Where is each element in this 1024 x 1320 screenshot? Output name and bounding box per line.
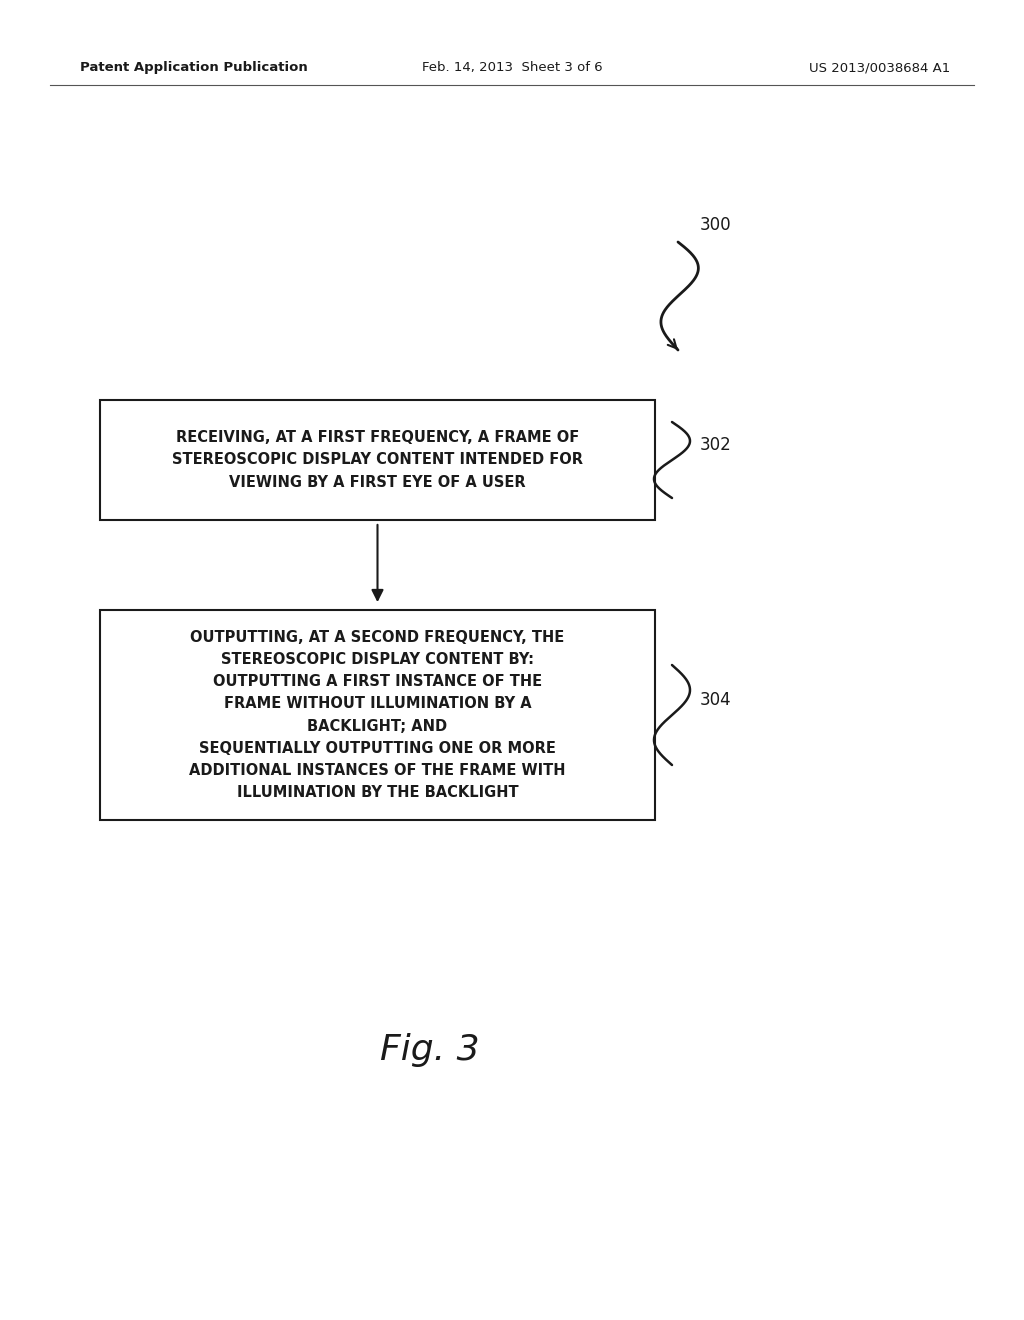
Text: 302: 302 [700,436,732,454]
Bar [100,400,655,520]
Text: Fig. 3: Fig. 3 [380,1034,480,1067]
Text: RECEIVING, AT A FIRST FREQUENCY, A FRAME OF
STEREOSCOPIC DISPLAY CONTENT INTENDE: RECEIVING, AT A FIRST FREQUENCY, A FRAME… [172,430,583,490]
Text: US 2013/0038684 A1: US 2013/0038684 A1 [809,62,950,74]
Bar [100,610,655,820]
Text: 300: 300 [700,216,731,234]
Text: Patent Application Publication: Patent Application Publication [80,62,308,74]
Text: Feb. 14, 2013  Sheet 3 of 6: Feb. 14, 2013 Sheet 3 of 6 [422,62,602,74]
Text: 304: 304 [700,690,731,709]
Text: OUTPUTTING, AT A SECOND FREQUENCY, THE
STEREOSCOPIC DISPLAY CONTENT BY:
OUTPUTTI: OUTPUTTING, AT A SECOND FREQUENCY, THE S… [189,630,565,800]
